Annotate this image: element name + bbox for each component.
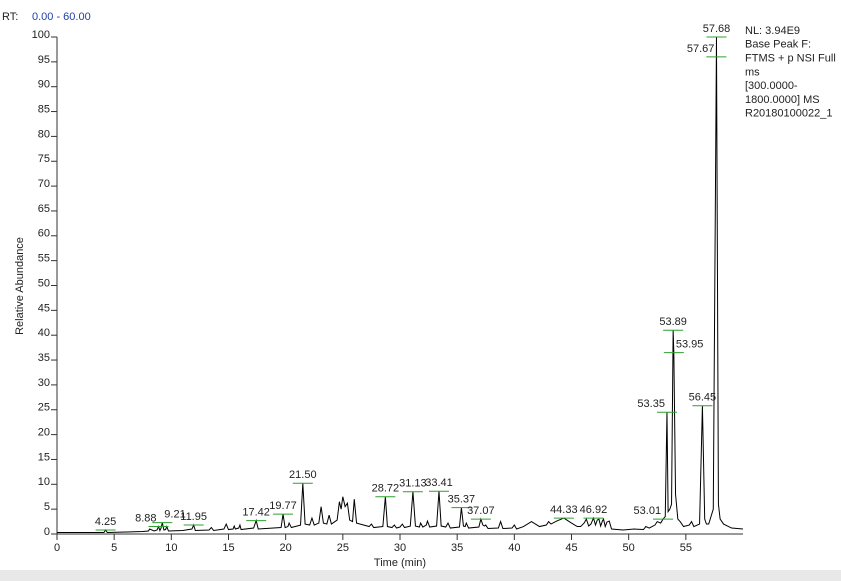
peak-label: 31.13 bbox=[399, 478, 427, 490]
peak-label: 8.88 bbox=[135, 512, 156, 524]
peak-label: 17.42 bbox=[242, 506, 270, 518]
y-tick-label: 25 bbox=[38, 402, 50, 414]
y-tick-label: 95 bbox=[38, 54, 50, 66]
y-tick-label: 45 bbox=[38, 302, 50, 314]
x-tick-label: 15 bbox=[222, 542, 234, 554]
y-tick-label: 40 bbox=[38, 327, 50, 339]
y-tick-label: 30 bbox=[38, 377, 50, 389]
y-tick-label: 0 bbox=[44, 526, 50, 538]
peak-label: 35.37 bbox=[448, 494, 476, 506]
peak-label: 53.95 bbox=[676, 339, 704, 351]
y-tick-label: 85 bbox=[38, 103, 50, 115]
peak-label: 53.35 bbox=[637, 398, 665, 410]
peak-label: 33.41 bbox=[425, 477, 453, 489]
x-tick-label: 25 bbox=[337, 542, 349, 554]
y-tick-label: 5 bbox=[44, 501, 50, 513]
info-line: Base Peak F: bbox=[745, 39, 811, 51]
peak-label: 37.07 bbox=[467, 505, 495, 517]
trace bbox=[57, 36, 744, 534]
rt-label: RT: bbox=[2, 11, 18, 23]
frame bbox=[0, 570, 841, 581]
peak-label: 57.68 bbox=[703, 23, 731, 35]
peak-label: 44.33 bbox=[550, 504, 578, 516]
info-line: FTMS + p NSI Full bbox=[745, 53, 836, 65]
y-tick-label: 20 bbox=[38, 427, 50, 439]
peak-label: 53.89 bbox=[659, 316, 687, 328]
x-tick-label: 20 bbox=[280, 542, 292, 554]
y-tick-label: 35 bbox=[38, 352, 50, 364]
y-tick-label: 60 bbox=[38, 228, 50, 240]
info-line: [300.0000- bbox=[745, 80, 798, 92]
rt-range: 0.00 - 60.00 bbox=[32, 11, 91, 23]
x-tick-label: 10 bbox=[165, 542, 177, 554]
x-axis-title: Time (min) bbox=[374, 557, 426, 569]
y-tick-label: 55 bbox=[38, 253, 50, 265]
info-line: ms bbox=[745, 66, 760, 78]
peak-label: 28.72 bbox=[372, 483, 400, 495]
info-line: R20180100022_1 bbox=[745, 108, 832, 120]
peak-label: 11.95 bbox=[180, 511, 207, 523]
x-tick-label: 55 bbox=[680, 542, 692, 554]
y-tick-label: 50 bbox=[38, 277, 50, 289]
x-tick-label: 45 bbox=[565, 542, 577, 554]
y-tick-label: 75 bbox=[38, 153, 50, 165]
peak-label: 9.21 bbox=[164, 508, 185, 520]
info-line: 1800.0000] MS bbox=[745, 94, 820, 106]
peak-label: 4.25 bbox=[95, 516, 116, 528]
peak-label: 21.50 bbox=[289, 469, 317, 481]
y-tick-label: 70 bbox=[38, 178, 50, 190]
x-tick-label: 0 bbox=[54, 542, 60, 554]
y-tick-label: 65 bbox=[38, 203, 50, 215]
y-tick-label: 15 bbox=[38, 451, 50, 463]
x-tick-label: 35 bbox=[451, 542, 463, 554]
y-tick-label: 80 bbox=[38, 128, 50, 140]
peak-label: 53.01 bbox=[634, 505, 662, 517]
y-tick-label: 90 bbox=[38, 79, 50, 91]
peak-label: 19.77 bbox=[269, 500, 297, 512]
peak-label: 46.92 bbox=[580, 504, 608, 516]
y-axis-title: Relative Abundance bbox=[14, 237, 26, 335]
peak-label: 57.67 bbox=[687, 43, 715, 55]
peak-label: 56.45 bbox=[689, 392, 717, 404]
y-tick-label: 100 bbox=[32, 29, 50, 41]
x-tick-label: 50 bbox=[623, 542, 635, 554]
x-tick-label: 30 bbox=[394, 542, 406, 554]
x-tick-label: 40 bbox=[508, 542, 520, 554]
x-tick-label: 5 bbox=[111, 542, 117, 554]
y-tick-label: 10 bbox=[38, 476, 50, 488]
info-line: NL: 3.94E9 bbox=[745, 25, 800, 37]
